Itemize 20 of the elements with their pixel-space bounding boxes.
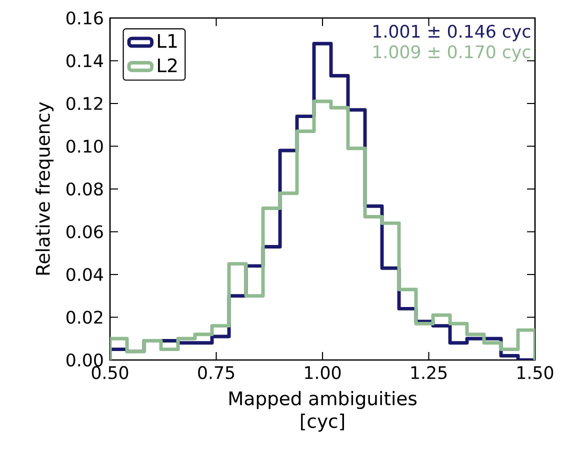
x-tick-label: 0.50 <box>92 366 128 380</box>
annotation: 1.009 ± 0.170 cyc <box>374 45 530 62</box>
y-tick-label: 0.12 <box>66 96 102 110</box>
y-tick-label: 0.06 <box>66 225 103 238</box>
y-tick-label: 0.10 <box>66 140 103 153</box>
y-tick-label: 0.02 <box>66 310 102 324</box>
legend-label: L2 <box>158 58 177 72</box>
y-axis-title: Relative frequency <box>35 102 54 275</box>
x-tick-label: 1.25 <box>411 366 447 380</box>
y-tick-label: 0.08 <box>66 182 103 196</box>
x-axis-title: Mapped ambiguities [cyc] <box>229 390 416 432</box>
x-tick-label: 1.00 <box>305 366 341 380</box>
y-tick-label: 0.00 <box>66 353 103 367</box>
legend-label: L1 <box>158 34 177 48</box>
y-tick-label: 0.04 <box>66 268 103 282</box>
x-tick-label: 0.75 <box>198 366 234 380</box>
annotation: 1.001 ± 0.146 cyc <box>374 24 530 42</box>
x-tick-label: 1.50 <box>518 366 554 380</box>
y-tick-label: 0.14 <box>66 54 103 68</box>
y-tick-label: 0.16 <box>66 11 103 25</box>
